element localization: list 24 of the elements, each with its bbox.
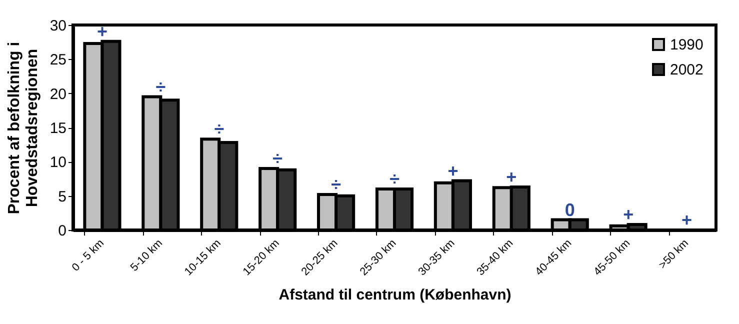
annotation: ÷: [272, 148, 283, 168]
x-tick-label: 0 - 5 km: [70, 237, 106, 274]
x-axis-title: Afstand til centrum (København): [278, 286, 512, 304]
y-tick-label: 0: [58, 222, 66, 240]
annotation: ÷: [331, 174, 342, 194]
annotation: ÷: [214, 119, 224, 140]
y-axis-title: Procent af befolkning i Hovedstadsregionen: [6, 42, 41, 214]
y-tick-label: 25: [50, 52, 66, 69]
annotation: +: [96, 21, 108, 42]
legend-label: 1990: [670, 36, 704, 54]
annotation: ÷: [390, 169, 400, 189]
legend-label: 2002: [670, 62, 704, 78]
annotation: +: [682, 210, 692, 230]
annotation: ÷: [156, 76, 166, 97]
annotation: 0: [564, 200, 575, 220]
y-tick-label: 15: [50, 120, 66, 137]
annotation: +: [448, 160, 458, 181]
y-tick-label: 30: [50, 18, 66, 34]
annotation: +: [506, 166, 517, 187]
x-tick-label: >50 km: [656, 237, 692, 272]
y-tick-label: 20: [50, 86, 66, 103]
annotation: +: [623, 204, 634, 225]
y-tick-label: 10: [50, 154, 66, 172]
y-tick-label: 5: [58, 188, 66, 206]
